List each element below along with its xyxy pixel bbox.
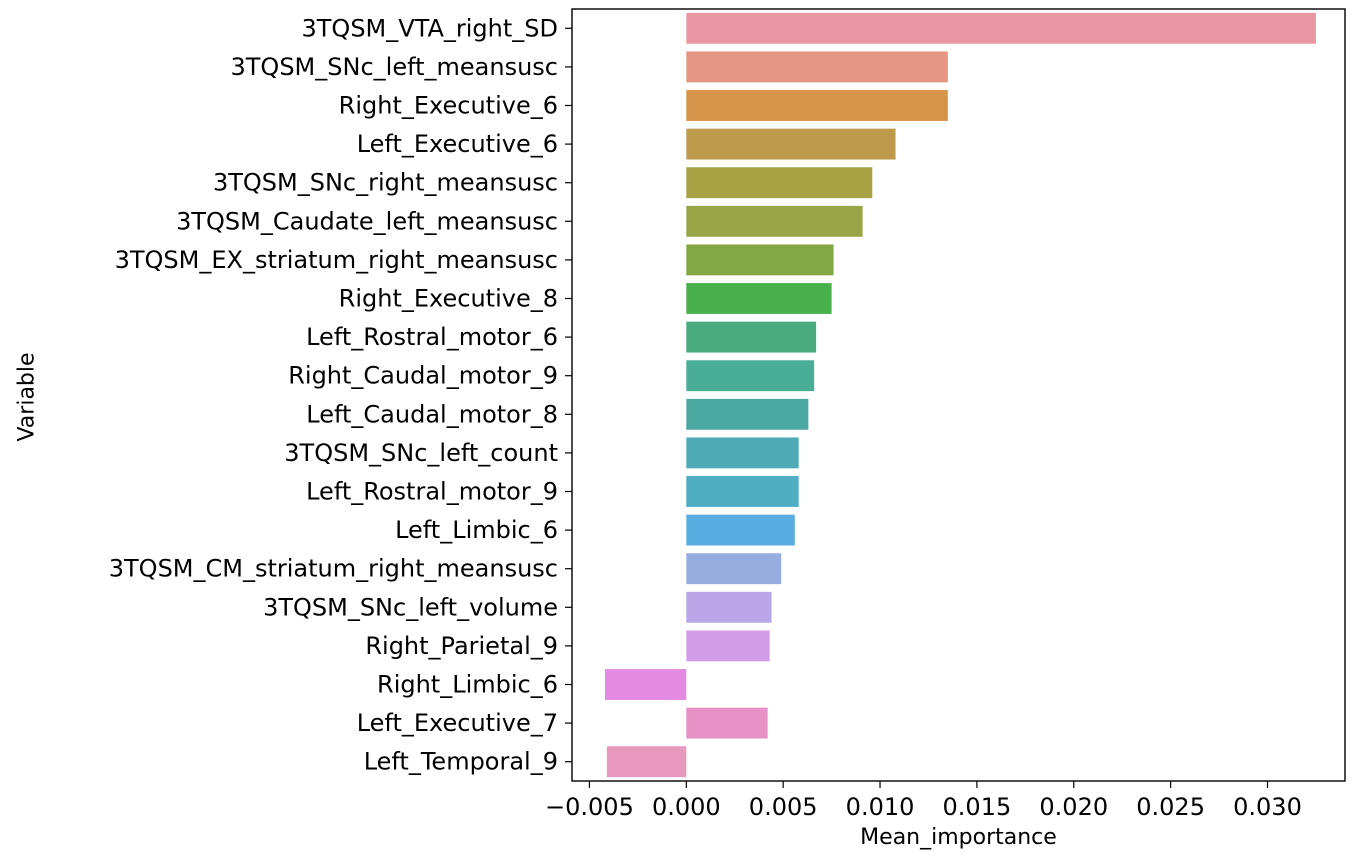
x-tick-label: 0.010 (846, 793, 915, 821)
bar-Right_Parietal_9 (686, 630, 770, 662)
bar-Left_Executive_7 (686, 707, 768, 739)
x-tick-label: 0.030 (1233, 793, 1302, 821)
y-tick-label: 3TQSM_SNc_left_count (284, 439, 558, 467)
y-tick-label: 3TQSM_EX_striatum_right_meansusc (115, 246, 558, 274)
y-tick-label: Right_Parietal_9 (365, 632, 558, 660)
x-tick-label: −0.005 (545, 793, 634, 821)
bar-3TQSM_SNc_left_meansusc (686, 51, 948, 83)
y-tick-label: 3TQSM_CM_striatum_right_meansusc (109, 555, 558, 583)
y-tick-label: 3TQSM_SNc_left_volume (263, 593, 558, 621)
y-tick-label: Right_Caudal_motor_9 (288, 362, 558, 390)
y-tick-label: Left_Executive_6 (357, 130, 558, 158)
y-tick-label: 3TQSM_SNc_left_meansusc (231, 53, 559, 81)
bars-layer (604, 12, 1316, 778)
y-tick-label: Left_Caudal_motor_8 (306, 400, 558, 428)
x-axis-title: Mean_importance (860, 825, 1057, 850)
y-tick-label: Left_Rostral_motor_6 (306, 323, 558, 351)
y-tick-label: Left_Limbic_6 (395, 516, 558, 544)
y-tick-label: Left_Rostral_motor_9 (306, 478, 558, 506)
y-axis-title: Variable (15, 352, 40, 441)
bar-Right_Executive_8 (686, 283, 832, 314)
x-tick-label: 0.025 (1136, 793, 1205, 821)
bar-Left_Rostral_motor_6 (686, 321, 817, 353)
bar-Left_Executive_6 (686, 128, 896, 160)
bar-Right_Executive_6 (686, 90, 948, 121)
y-axis-ticks: 3TQSM_VTA_right_SD 3TQSM_SNc_left_meansus… (109, 14, 572, 776)
x-tick-label: 0.005 (749, 793, 818, 821)
bar-Left_Limbic_6 (686, 514, 795, 546)
y-tick-label: 3TQSM_SNc_right_meansusc (213, 169, 558, 197)
bar-Left_Caudal_motor_8 (686, 398, 809, 430)
bar-3TQSM_EX_striatum_right_meansusc (686, 244, 834, 276)
bar-Left_Rostral_motor_9 (686, 476, 799, 507)
bar-3TQSM_CM_striatum_right_meansusc (686, 553, 782, 585)
x-tick-label: 0.020 (1039, 793, 1108, 821)
bar-3TQSM_SNc_right_meansusc (686, 167, 873, 199)
x-axis-ticks: −0.005 0.000 0.005 0.010 0.015 0.020 0.025 0.03… (545, 781, 1302, 821)
bar-Right_Limbic_6 (604, 669, 687, 700)
bar-3TQSM_VTA_right_SD (686, 12, 1316, 44)
y-tick-label: 3TQSM_VTA_right_SD (302, 14, 559, 42)
bar-3TQSM_SNc_left_count (686, 437, 799, 469)
bar-Left_Temporal_9 (606, 746, 687, 778)
bar-3TQSM_SNc_left_volume (686, 591, 772, 623)
y-tick-label: Left_Temporal_9 (364, 748, 558, 776)
plot-frame (571, 8, 1346, 782)
y-tick-label: Right_Limbic_6 (377, 671, 558, 699)
y-tick-label: Left_Executive_7 (357, 709, 558, 737)
y-tick-label: Right_Executive_8 (339, 285, 558, 313)
bar-3TQSM_Caudate_left_meansusc (686, 205, 863, 237)
x-tick-label: 0.000 (652, 793, 721, 821)
bar-Right_Caudal_motor_9 (686, 360, 815, 392)
y-tick-label: 3TQSM_Caudate_left_meansusc (176, 207, 558, 235)
y-tick-label: Right_Executive_6 (339, 92, 558, 120)
x-tick-label: 0.015 (943, 793, 1012, 821)
